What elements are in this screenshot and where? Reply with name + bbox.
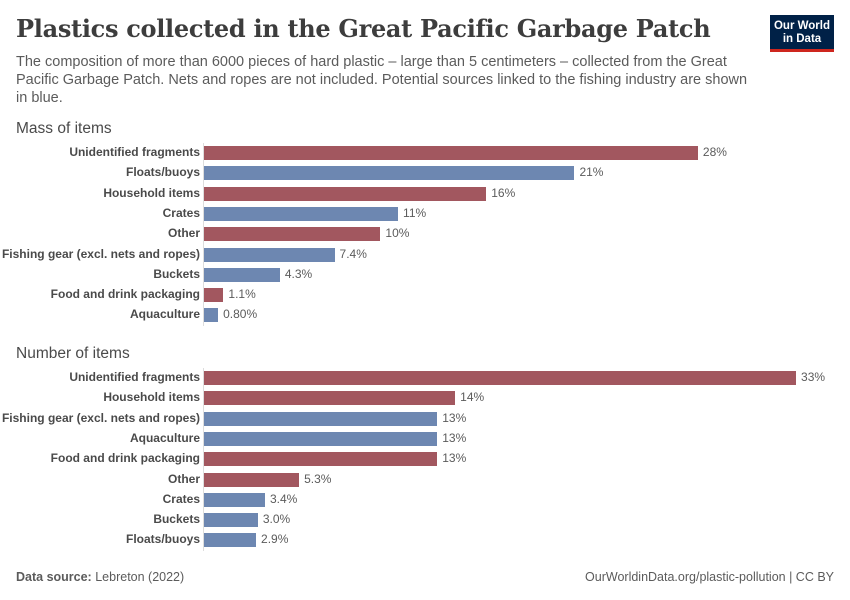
- bar-row[interactable]: Unidentified fragments 28%: [0, 143, 850, 163]
- bar-row[interactable]: Floats/buoys 21%: [0, 163, 850, 183]
- value-label: 11%: [403, 205, 427, 220]
- value-label: 3.0%: [262, 512, 291, 527]
- bar[interactable]: [204, 206, 399, 221]
- bar[interactable]: [204, 371, 797, 385]
- bar[interactable]: [204, 267, 280, 282]
- category-label: Fishing gear (excl. nets and ropes): [1, 410, 200, 425]
- bar[interactable]: [204, 513, 258, 528]
- category-label: Fishing gear (excl. nets and ropes): [1, 246, 200, 261]
- bar[interactable]: [204, 166, 575, 181]
- bar-row[interactable]: Crates 11%: [0, 204, 850, 224]
- value-label: 0.80%: [223, 307, 258, 322]
- category-label: Aquaculture: [129, 430, 200, 445]
- category-label: Buckets: [153, 512, 200, 527]
- bar-row[interactable]: Fishing gear (excl. nets and ropes) 13%: [0, 409, 850, 429]
- category-label: Floats/buoys: [125, 532, 200, 547]
- bar-row[interactable]: Crates 3.4%: [0, 490, 850, 510]
- category-label: Crates: [162, 205, 200, 220]
- owid-logo[interactable]: Our World in Data: [770, 15, 834, 52]
- category-label: Other: [167, 226, 200, 241]
- value-label: 4.3%: [284, 266, 313, 281]
- value-label: 2.9%: [261, 532, 289, 547]
- bar-row[interactable]: Household items 14%: [0, 388, 850, 408]
- logo-line-2: in Data: [782, 32, 822, 45]
- logo-line-1: Our World: [773, 20, 830, 32]
- bar[interactable]: [204, 227, 381, 242]
- value-label: 5.3%: [304, 471, 332, 486]
- source-label: Data source:: [16, 570, 92, 584]
- bar[interactable]: [204, 288, 224, 303]
- bar[interactable]: [204, 411, 438, 426]
- category-label: Crates: [162, 491, 200, 506]
- value-label: 13%: [442, 430, 467, 445]
- value-label: 14%: [460, 390, 485, 405]
- bar[interactable]: [204, 391, 456, 406]
- bar-row[interactable]: Unidentified fragments 33%: [0, 368, 850, 388]
- value-label: 16%: [491, 185, 516, 200]
- mass-section-title: Mass of items: [16, 120, 112, 137]
- number-section-title: Number of items: [16, 345, 130, 362]
- source-value: Lebreton (2022): [95, 570, 185, 584]
- bar[interactable]: [204, 472, 300, 487]
- number-axis-line: [203, 368, 204, 551]
- category-label: Food and drink packaging: [50, 287, 200, 302]
- category-label: Unidentified fragments: [69, 145, 200, 159]
- value-label: 21%: [579, 165, 604, 180]
- category-label: Household items: [103, 390, 200, 405]
- bar[interactable]: [204, 452, 438, 467]
- bar-row[interactable]: Aquaculture 0.80%: [0, 305, 850, 325]
- mass-axis-line: [203, 143, 204, 326]
- bar[interactable]: [204, 431, 438, 446]
- value-label: 33%: [801, 370, 826, 384]
- bar[interactable]: [204, 186, 487, 201]
- bar-row[interactable]: Buckets 3.0%: [0, 510, 850, 530]
- chart-subtitle: The composition of more than 6000 pieces…: [16, 54, 748, 106]
- bar-row[interactable]: Floats/buoys 2.9%: [0, 530, 850, 550]
- chart-title: Plastics collected in the Great Pacific …: [16, 14, 711, 43]
- bar-row[interactable]: Household items 16%: [0, 184, 850, 204]
- category-label: Other: [167, 471, 200, 486]
- value-label: 10%: [385, 226, 410, 241]
- bar-row[interactable]: Other 5.3%: [0, 470, 850, 490]
- bar[interactable]: [204, 492, 265, 507]
- value-label: 3.4%: [269, 491, 298, 506]
- category-label: Aquaculture: [129, 307, 200, 322]
- bar-row[interactable]: Food and drink packaging 1.1%: [0, 285, 850, 305]
- bar-row[interactable]: Aquaculture 13%: [0, 429, 850, 449]
- bar-row[interactable]: Fishing gear (excl. nets and ropes) 7.4%: [0, 245, 850, 265]
- bar[interactable]: [204, 533, 257, 548]
- source-url-link[interactable]: OurWorldinData.org/plastic-pollution | C…: [585, 570, 834, 584]
- category-label: Buckets: [153, 266, 200, 281]
- bar[interactable]: [204, 308, 219, 323]
- value-label: 13%: [442, 410, 467, 425]
- bar-row[interactable]: Food and drink packaging 13%: [0, 449, 850, 469]
- category-label: Unidentified fragments: [69, 370, 200, 384]
- value-label: 28%: [702, 145, 727, 159]
- data-source: Data source: Lebreton (2022): [16, 570, 184, 584]
- value-label: 7.4%: [339, 246, 367, 261]
- value-label: 1.1%: [228, 287, 256, 302]
- category-label: Floats/buoys: [125, 165, 200, 180]
- bar-row[interactable]: Buckets 4.3%: [0, 265, 850, 285]
- bar[interactable]: [204, 247, 335, 262]
- bar[interactable]: [204, 146, 698, 160]
- category-label: Household items: [103, 185, 200, 200]
- category-label: Food and drink packaging: [50, 451, 200, 466]
- value-label: 13%: [442, 451, 467, 466]
- bar-row[interactable]: Other 10%: [0, 224, 850, 244]
